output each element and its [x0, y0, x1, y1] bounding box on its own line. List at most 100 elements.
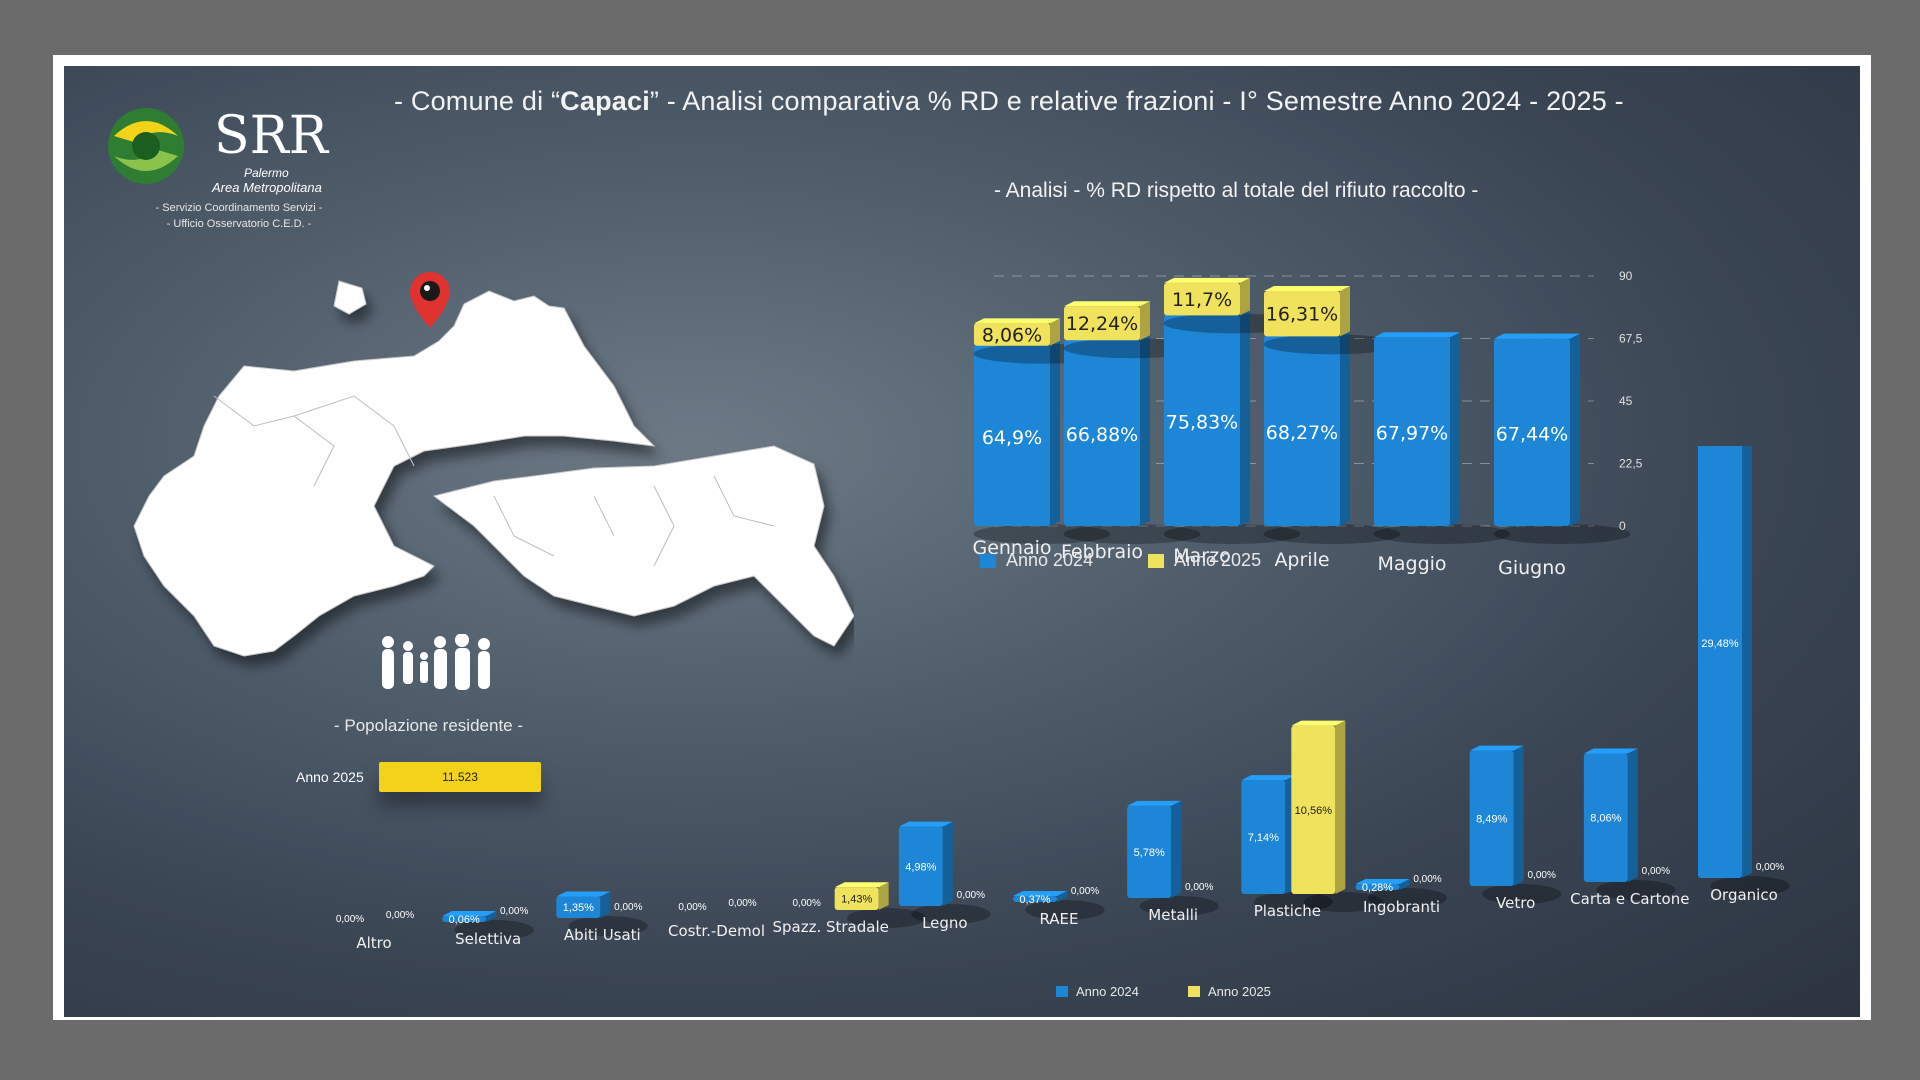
data-label-2025: 11,7%	[1172, 289, 1232, 311]
infographic-canvas: SRR Palermo Area Metropolitana - Servizi…	[64, 66, 1860, 1017]
data-label-2024: 68,27%	[1266, 422, 1338, 444]
fraction-label-2025: 0,00%	[1527, 870, 1555, 881]
fraction-label-2025: 0,00%	[1756, 862, 1784, 873]
category-label: Marzo	[1173, 545, 1230, 567]
y-tick-label: 22,5	[1619, 457, 1643, 471]
fraction-bar-2024	[1013, 891, 1105, 920]
fraction-label-2024: 29,48%	[1701, 638, 1739, 650]
population-year: Anno 2025	[296, 769, 364, 785]
fraction-bar-2025	[834, 882, 927, 928]
fraction-category-label: Legno	[922, 914, 968, 932]
fraction-label-2024: 0,28%	[1362, 882, 1393, 894]
fraction-label-2025: 0,00%	[614, 902, 642, 913]
data-label-2025: 12,24%	[1066, 313, 1138, 335]
data-label-2024: 67,97%	[1376, 423, 1448, 445]
category-label: Aprile	[1274, 549, 1329, 571]
fraction-label-2024: 0,00%	[336, 914, 364, 925]
fraction-bar-2024	[1583, 748, 1676, 900]
fraction-label-2024: 4,98%	[905, 861, 936, 873]
fraction-label-2024: 0,06%	[449, 914, 480, 926]
fraction-category-label: Costr.-Demol	[668, 922, 765, 940]
data-label-2024: 64,9%	[982, 427, 1042, 449]
fraction-label-2024: 0,00%	[792, 898, 820, 909]
office-line1: - Servizio Coordinamento Servizi -	[155, 202, 323, 214]
fraction-bar-2024	[1127, 800, 1219, 916]
fraction-label-2024: 1,35%	[563, 902, 594, 914]
location-marker-icon	[410, 272, 450, 328]
logo-name: SRR	[214, 106, 328, 166]
fractions-chart: 0,00% 0,00% Altro 0,06% 0,00% Selettiva 1,35% 0…	[336, 446, 1790, 952]
fraction-label-2025: 0,00%	[1185, 882, 1213, 893]
fraction-category-label: Abiti Usati	[564, 926, 641, 944]
fraction-label-2025: 0,00%	[500, 906, 528, 917]
fraction-category-label: Spazz. Stradale	[772, 918, 888, 936]
office-line2: - Ufficio Osservatorio C.E.D. -	[166, 218, 312, 230]
fraction-label-2024: 5,78%	[1134, 847, 1165, 859]
y-tick-label: 0	[1619, 519, 1626, 533]
rd-percentage-chart: 0 22,5 45 67,5 90 64,9% 8,06% Gennaio 66,88% 12,2…	[972, 269, 1643, 579]
data-label-2024: 67,44%	[1496, 423, 1568, 445]
y-tick-label: 90	[1619, 269, 1633, 283]
fraction-category-label: Selettiva	[455, 930, 521, 948]
bar-2024	[1493, 333, 1631, 544]
legend-bottom-2024-swatch	[1056, 986, 1068, 997]
page-title: - Comune di “Capaci” - Analisi comparati…	[394, 86, 1794, 117]
title-municipality: Capaci	[560, 86, 650, 116]
map-east-area	[432, 445, 854, 647]
fraction-bar-2024	[442, 911, 534, 940]
legend-top-2024-label: Anno 2024	[1006, 550, 1094, 570]
fraction-bar-2025	[1291, 720, 1383, 912]
legend-top-2024-swatch	[980, 554, 996, 568]
bar-2025	[1263, 286, 1401, 355]
people-icon	[382, 634, 490, 690]
municipality-map	[133, 272, 854, 657]
data-label-2024: 75,83%	[1166, 412, 1238, 434]
fraction-bar-2024	[898, 821, 991, 924]
bar-2024	[1163, 310, 1301, 544]
map-west-area	[133, 290, 656, 657]
fraction-label-2024: 0,00%	[678, 902, 706, 913]
fraction-category-label: Plastiche	[1254, 902, 1321, 920]
fraction-label-2025: 0,00%	[728, 898, 756, 909]
fraction-category-label: Metalli	[1148, 906, 1198, 924]
data-label-2025: 8,06%	[982, 325, 1042, 347]
fraction-label-2025: 0,00%	[957, 890, 985, 901]
bar-2024	[973, 340, 1111, 544]
fraction-label-2025: 0,00%	[1071, 886, 1099, 897]
y-tick-label: 45	[1619, 394, 1633, 408]
legend-bottom-2025: Anno 2025	[1188, 984, 1271, 999]
fraction-category-label: RAEE	[1039, 910, 1078, 928]
population-label: - Popolazione residente -	[334, 716, 524, 735]
fraction-label-2025: 1,43%	[841, 894, 872, 906]
data-label-2025: 16,31%	[1266, 304, 1338, 326]
legend-bottom-2025-label: Anno 2025	[1208, 984, 1271, 999]
category-label: Gennaio	[972, 537, 1051, 559]
fraction-label-2024: 8,06%	[1590, 813, 1621, 825]
srr-logo-icon	[108, 108, 184, 184]
map-borders	[213, 395, 775, 567]
title-prefix: - Comune di “	[394, 86, 561, 116]
y-tick-label: 67,5	[1619, 332, 1643, 346]
fraction-label-2024: 7,14%	[1248, 832, 1279, 844]
logo-line2: Area Metropolitana	[212, 180, 322, 195]
fraction-bar-2024	[1698, 446, 1790, 896]
fraction-category-label: Vetro	[1496, 894, 1535, 912]
fraction-label-2025: 0,00%	[1413, 874, 1441, 885]
fraction-category-label: Altro	[356, 934, 391, 952]
fraction-category-label: Organico	[1710, 886, 1778, 904]
fraction-label-2025: 0,00%	[386, 910, 414, 921]
fraction-bar-2024	[556, 891, 648, 936]
fraction-bar-2024	[1355, 879, 1448, 908]
fraction-category-label: Ingobranti	[1363, 898, 1440, 916]
fraction-label-2025: 0,00%	[1642, 866, 1670, 877]
bar-2024	[1373, 332, 1511, 544]
fraction-label-2024: 0,37%	[1019, 894, 1050, 906]
fraction-label-2024: 8,49%	[1476, 813, 1507, 825]
fraction-category-label: Carta e Cartone	[1570, 890, 1689, 908]
data-label-2024: 66,88%	[1066, 424, 1138, 446]
fraction-bar-2024	[1469, 745, 1562, 904]
logo-line1: Palermo	[244, 166, 289, 180]
legend-top-2024: Anno 2024	[980, 550, 1093, 571]
srr-logo: SRR Palermo Area Metropolitana	[94, 96, 334, 195]
legend-top-2025-label: Anno 2025	[1174, 550, 1262, 570]
